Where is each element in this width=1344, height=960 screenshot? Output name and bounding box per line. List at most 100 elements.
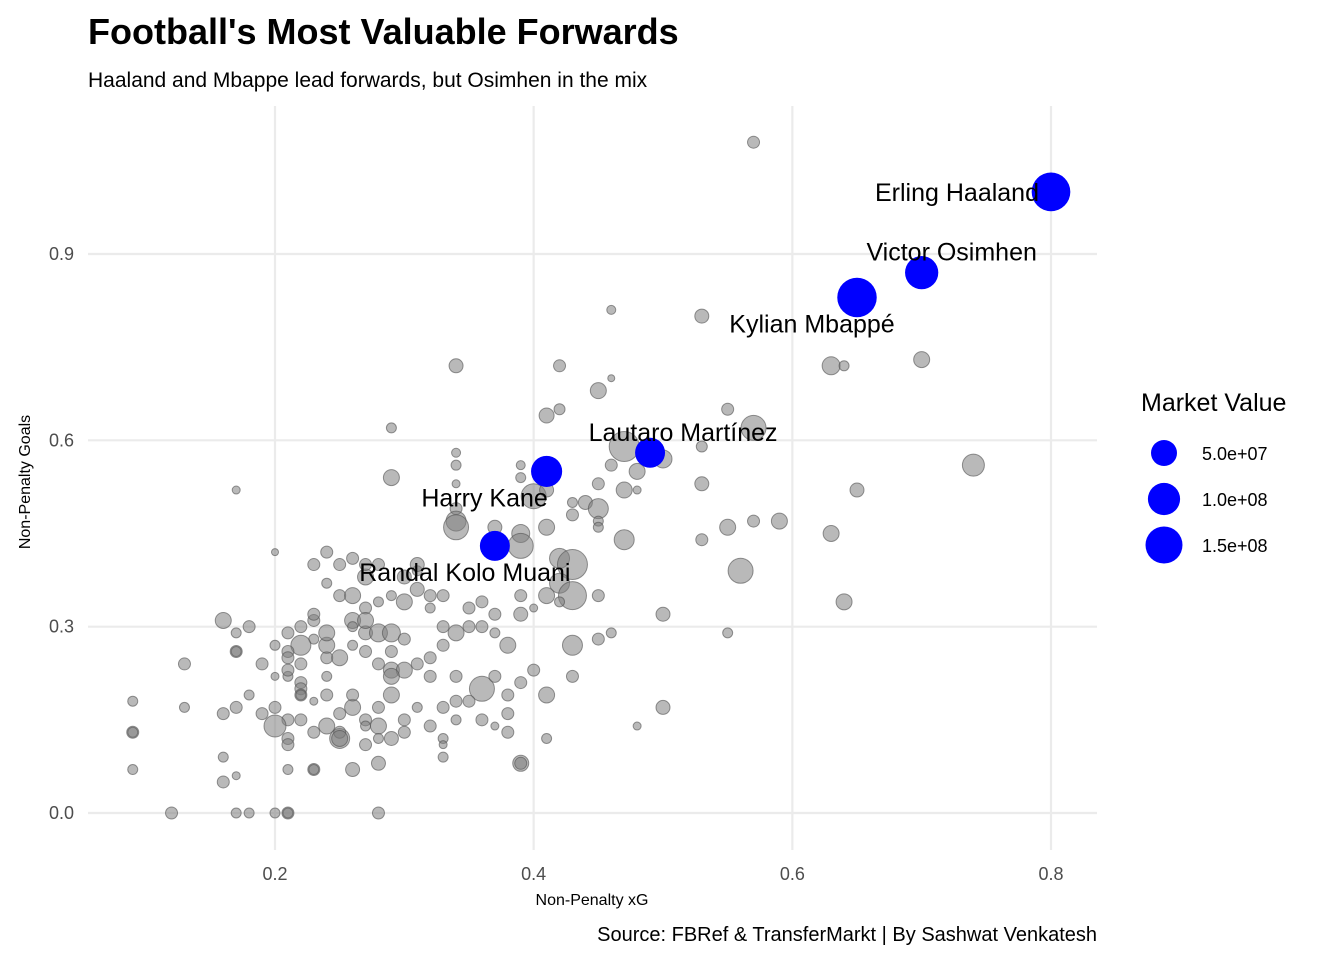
legend-title: Market Value	[1141, 389, 1286, 417]
player-point	[835, 593, 853, 611]
chart-subtitle: Haaland and Mbappe lead forwards, but Os…	[88, 69, 648, 92]
player-point	[382, 469, 400, 487]
x-axis-title: Non-Penalty xG	[536, 892, 649, 909]
highlighted-player-label: Randal Kolo Muani	[359, 559, 570, 587]
player-point	[345, 762, 361, 778]
player-point	[217, 751, 229, 763]
player-point	[605, 627, 617, 639]
legend-label: 1.0e+08	[1202, 490, 1268, 510]
player-point	[821, 356, 841, 376]
player-point	[372, 596, 384, 608]
player-point	[282, 807, 294, 819]
player-point	[507, 532, 534, 559]
player-point	[436, 638, 450, 652]
player-point	[499, 636, 517, 654]
highlighted-player-label: Kylian Mbappé	[729, 310, 894, 338]
player-point	[255, 657, 269, 671]
player-point	[411, 701, 423, 713]
x-tick-label: 0.8	[1038, 864, 1063, 884]
player-point	[290, 634, 312, 656]
player-point	[307, 725, 321, 739]
player-point	[381, 623, 401, 643]
player-point	[556, 549, 588, 581]
player-point	[346, 551, 360, 565]
player-point	[589, 382, 607, 400]
player-point	[527, 663, 541, 677]
player-point	[538, 686, 556, 704]
player-point	[397, 725, 411, 739]
highlighted-player-point	[479, 530, 510, 561]
player-point	[371, 558, 385, 572]
player-point	[371, 657, 385, 671]
player-point	[514, 756, 528, 770]
player-point	[294, 657, 308, 671]
player-point	[360, 720, 372, 732]
player-point	[628, 462, 646, 480]
player-point	[475, 713, 489, 727]
player-point	[838, 360, 850, 372]
player-point	[553, 359, 567, 373]
player-point	[727, 557, 754, 584]
player-point	[269, 639, 281, 651]
player-point	[822, 525, 840, 542]
player-point	[436, 589, 450, 603]
player-point	[281, 626, 295, 640]
player-point	[514, 589, 528, 603]
player-point	[462, 620, 476, 634]
player-point	[270, 671, 280, 681]
chart-caption: Source: FBRef & TransferMarkt | By Sashw…	[597, 924, 1097, 946]
player-point	[423, 669, 437, 683]
player-point	[740, 414, 767, 441]
player-point	[538, 407, 555, 424]
grid-layer	[88, 106, 1097, 850]
player-point	[423, 651, 437, 665]
player-point	[359, 738, 373, 752]
player-point	[553, 403, 566, 416]
player-point	[565, 508, 579, 522]
player-point	[615, 481, 633, 499]
player-point	[396, 569, 412, 585]
player-point	[849, 482, 865, 498]
player-point	[613, 529, 635, 551]
player-point	[961, 453, 985, 477]
player-point	[515, 472, 527, 484]
player-point	[606, 304, 617, 315]
player-point	[320, 545, 334, 559]
player-point	[449, 694, 463, 708]
player-point	[436, 700, 450, 714]
player-point	[438, 740, 448, 750]
player-point	[281, 738, 295, 752]
player-point	[230, 807, 242, 819]
player-point	[229, 700, 243, 714]
player-point	[561, 634, 583, 656]
player-point	[230, 627, 242, 639]
player-point	[488, 669, 502, 683]
player-point	[513, 606, 529, 622]
player-point	[295, 689, 307, 701]
player-point	[591, 477, 605, 491]
legend-label: 5.0e+07	[1202, 444, 1268, 464]
player-point	[554, 596, 566, 608]
player-point	[281, 651, 295, 665]
player-point	[165, 806, 179, 820]
highlighted-player-point	[635, 437, 666, 468]
y-tick-label: 0.6	[49, 430, 74, 450]
highlighted-labels-layer: Erling Haaland Victor Osimhen Kylian Mbapp…	[359, 179, 1039, 587]
player-point	[489, 627, 501, 639]
player-point	[347, 639, 359, 651]
player-point	[243, 807, 255, 819]
y-axis-title: Non-Penalty Goals	[17, 415, 34, 549]
player-point	[592, 521, 604, 533]
player-point	[385, 422, 397, 434]
player-point	[359, 558, 373, 572]
player-point	[747, 514, 761, 528]
player-point	[632, 721, 642, 731]
player-point	[447, 624, 465, 642]
player-point	[177, 657, 191, 671]
player-point	[591, 589, 605, 603]
player-point	[450, 459, 462, 471]
legend-label: 1.5e+08	[1202, 536, 1268, 556]
player-point	[694, 476, 710, 492]
highlighted-player-label: Lautaro Martínez	[589, 419, 778, 447]
player-point	[423, 719, 437, 733]
